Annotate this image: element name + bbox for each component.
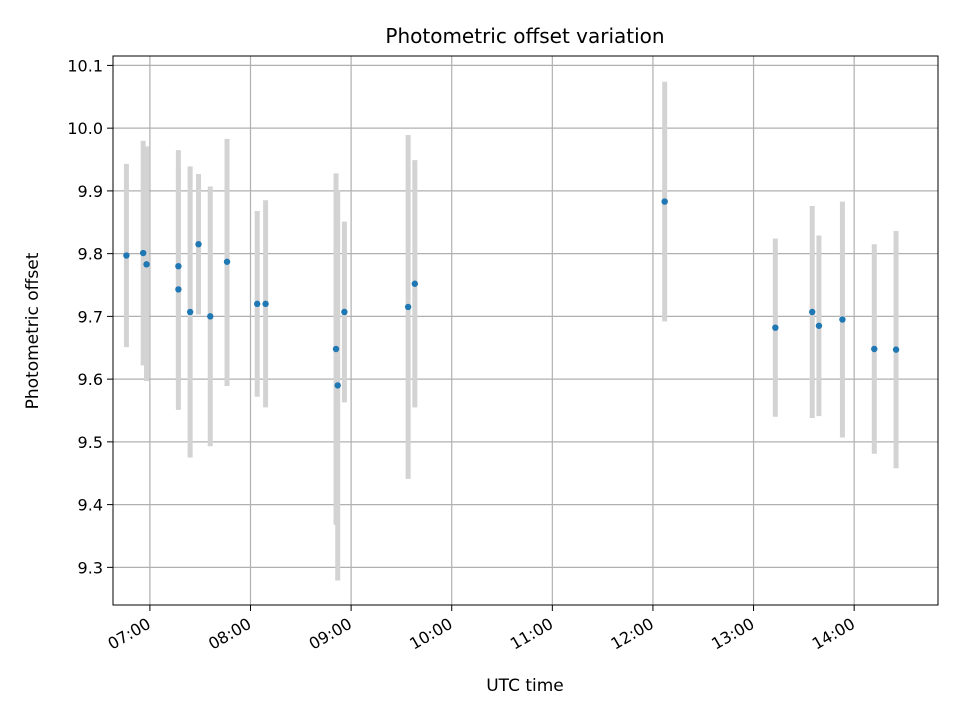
y-tick-label: 9.3 bbox=[78, 558, 103, 577]
data-point bbox=[223, 258, 231, 265]
y-tick-label: 9.7 bbox=[78, 307, 103, 326]
data-point bbox=[186, 308, 194, 316]
data-point bbox=[195, 241, 202, 248]
y-tick-label: 9.4 bbox=[78, 496, 103, 515]
grid-lines bbox=[113, 56, 938, 605]
data-point bbox=[411, 280, 419, 287]
data-point bbox=[815, 322, 823, 329]
data-point bbox=[661, 198, 668, 205]
y-tick-label: 9.9 bbox=[78, 182, 103, 201]
data-point bbox=[123, 252, 130, 259]
y-tick-label: 9.8 bbox=[78, 245, 103, 264]
data-point bbox=[175, 286, 182, 293]
data-point bbox=[809, 308, 816, 316]
data-point bbox=[341, 308, 348, 316]
data-point bbox=[772, 324, 779, 331]
data-point bbox=[892, 346, 900, 353]
chart-title: Photometric offset variation bbox=[385, 24, 664, 48]
x-axis-title: UTC time bbox=[486, 676, 564, 696]
data-point bbox=[871, 345, 878, 353]
data-point bbox=[254, 300, 261, 308]
y-axis-ticks: 9.3 9.4 9.5 9.6 9.7 9.8 9.9 10.0 10.1 bbox=[67, 56, 113, 577]
data-point bbox=[839, 316, 846, 323]
data-point bbox=[262, 300, 269, 308]
data-point bbox=[334, 382, 341, 389]
data-point bbox=[404, 303, 412, 311]
data-point bbox=[143, 261, 150, 268]
data-points bbox=[123, 198, 900, 389]
plot-area-frame bbox=[112, 55, 939, 606]
y-tick-label: 9.5 bbox=[78, 433, 103, 452]
data-point bbox=[332, 345, 340, 353]
data-point bbox=[139, 249, 147, 257]
y-tick-label: 10.1 bbox=[67, 56, 103, 75]
data-point bbox=[207, 313, 214, 320]
y-axis-title: Photometric offset bbox=[23, 252, 43, 409]
y-tick-label: 9.6 bbox=[78, 370, 103, 389]
y-tick-label: 10.0 bbox=[67, 119, 103, 138]
data-point bbox=[175, 262, 182, 270]
